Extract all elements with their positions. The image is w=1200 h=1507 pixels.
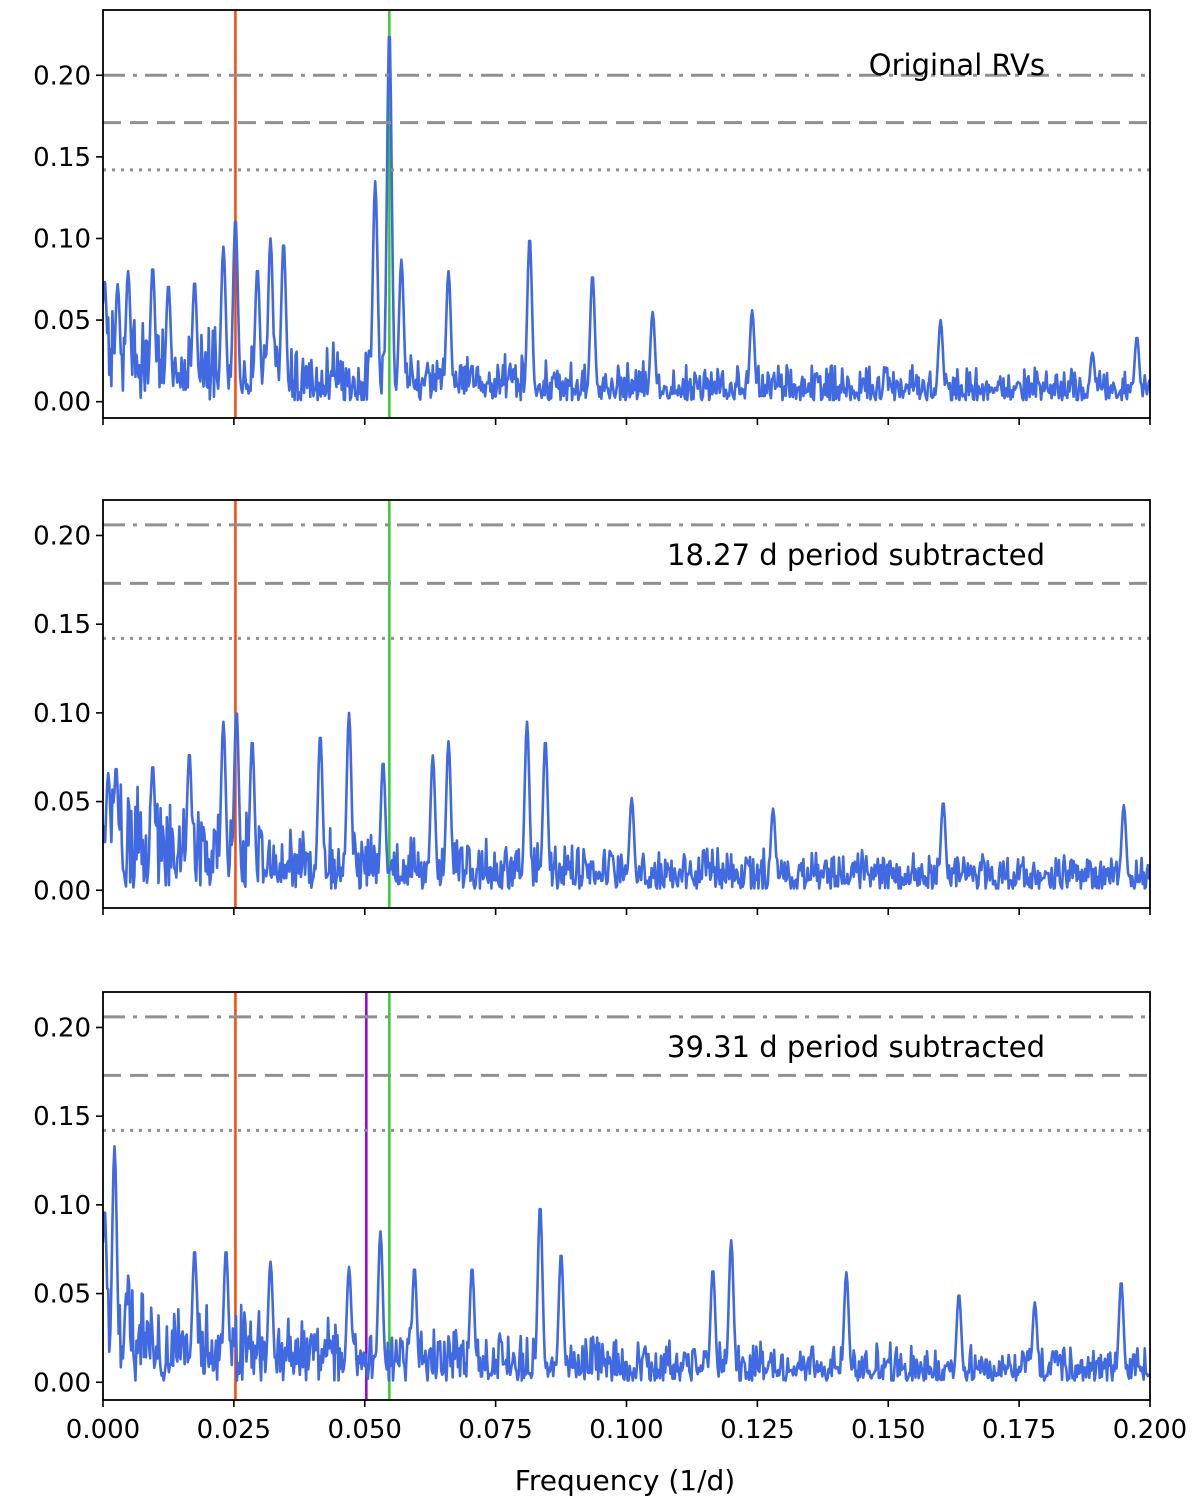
panel-annotation: 18.27 d period subtracted — [667, 538, 1045, 572]
y-tick-label: 0.10 — [33, 224, 91, 254]
panel-annotation: 39.31 d period subtracted — [667, 1030, 1045, 1064]
x-tick-label: 0.100 — [589, 1415, 663, 1445]
y-tick-label: 0.15 — [33, 610, 91, 640]
y-tick-label: 0.00 — [33, 876, 91, 906]
panel-39-31d-subtracted: 0.00 0.05 0.10 0.15 0.20 0.000 0.025 0.050 0.075… — [33, 991, 1187, 1445]
x-tick-label: 0.200 — [1113, 1415, 1187, 1445]
x-tick-label: 0.050 — [328, 1415, 402, 1445]
y-tick-label: 0.15 — [33, 143, 91, 173]
x-tick-label: 0.025 — [197, 1415, 271, 1445]
y-tick-label: 0.10 — [33, 1191, 91, 1221]
x-tick-label: 0.150 — [851, 1415, 925, 1445]
power-series-line — [103, 1145, 1150, 1382]
x-tick-label: 0.000 — [66, 1415, 140, 1445]
panel-original-rvs: 0.00 0.05 0.10 0.15 0.20 Original RVs — [33, 9, 1151, 425]
x-axis-label: Frequency (1/d) — [515, 1464, 735, 1497]
y-tick-label: 0.05 — [33, 788, 91, 818]
power-series-line — [103, 711, 1150, 890]
x-tick-label: 0.125 — [720, 1415, 794, 1445]
y-tick-label: 0.20 — [33, 1013, 91, 1043]
panel-annotation: Original RVs — [869, 48, 1045, 82]
plot-area — [103, 992, 1150, 1400]
y-tick-label: 0.10 — [33, 699, 91, 729]
plot-area — [103, 500, 1150, 908]
y-tick-label: 0.05 — [33, 306, 91, 336]
panel-18-27d-subtracted: 0.00 0.05 0.10 0.15 0.20 18.27 d period subtr… — [33, 499, 1151, 915]
y-tick-label: 0.20 — [33, 521, 91, 551]
y-tick-label: 0.15 — [33, 1102, 91, 1132]
plot-area — [103, 10, 1150, 418]
x-tick-label: 0.075 — [458, 1415, 532, 1445]
y-tick-label: 0.20 — [33, 61, 91, 91]
y-tick-label: 0.05 — [33, 1280, 91, 1310]
x-tick-label: 0.175 — [982, 1415, 1056, 1445]
y-tick-label: 0.00 — [33, 388, 91, 418]
y-tick-label: 0.00 — [33, 1368, 91, 1398]
power-series-line — [103, 35, 1150, 402]
